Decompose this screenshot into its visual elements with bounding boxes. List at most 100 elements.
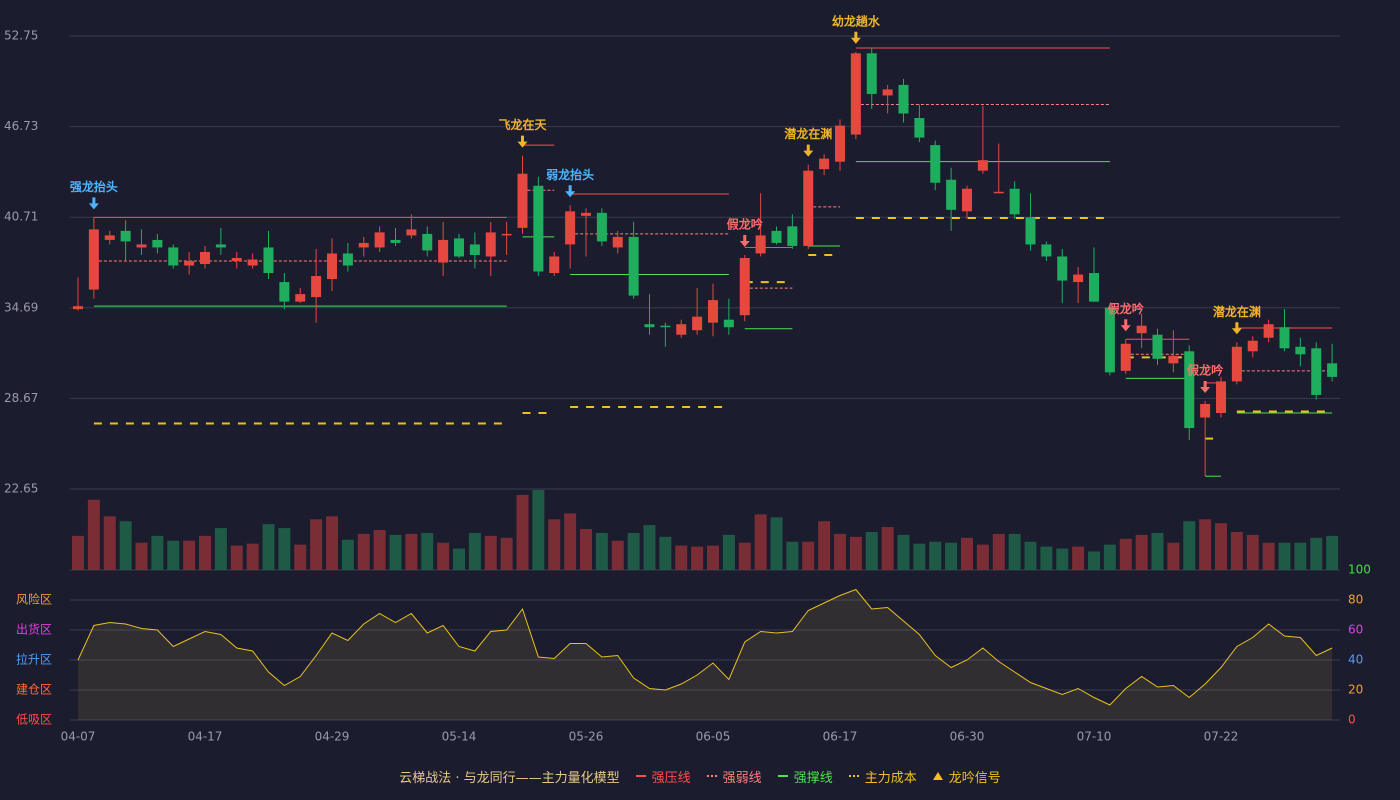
signal-label: 飞龙在天 xyxy=(498,117,547,132)
volume-bar xyxy=(1151,532,1164,570)
legend-icon xyxy=(777,775,788,777)
candle-body xyxy=(1327,363,1338,377)
candle-body xyxy=(866,53,877,94)
volume-bar xyxy=(834,533,846,570)
x-tick-label: 04-29 xyxy=(315,730,350,744)
candle-body xyxy=(1120,343,1131,371)
volume-bar xyxy=(341,539,354,570)
volume-bar xyxy=(119,521,132,570)
candle-body xyxy=(454,238,464,257)
candle-body xyxy=(1247,340,1258,352)
candle-body xyxy=(1263,324,1274,338)
volume-bar xyxy=(738,542,751,570)
candle-body xyxy=(644,324,655,328)
candle-body xyxy=(946,179,957,210)
y-tick-label: 28.67 xyxy=(4,391,38,405)
candle-body xyxy=(485,232,496,257)
candle-body xyxy=(1184,351,1195,429)
signal-arrow xyxy=(88,197,99,210)
x-tick-label: 04-07 xyxy=(61,730,96,744)
candle-body xyxy=(263,247,274,274)
volume-bar xyxy=(230,545,243,570)
candle-body xyxy=(1200,403,1211,418)
volume-bar xyxy=(1199,519,1212,570)
candle-body xyxy=(771,230,782,243)
x-tick-label: 07-22 xyxy=(1204,730,1239,744)
candle-body xyxy=(517,173,528,228)
legend-item: 强撑线 xyxy=(776,767,833,786)
volume-bar xyxy=(659,536,672,570)
candle-body xyxy=(1073,274,1084,283)
signal-label: 潜龙在渊 xyxy=(784,126,832,141)
candle-body xyxy=(422,233,433,251)
candle-body xyxy=(88,229,99,290)
volume-bar xyxy=(865,531,878,570)
candle-body xyxy=(1104,307,1115,373)
signal-arrow xyxy=(1120,319,1131,332)
candle-body xyxy=(819,158,830,170)
zone-label: 拉升区 xyxy=(16,652,52,667)
volume-bar xyxy=(1088,551,1100,570)
volume-bar xyxy=(1072,546,1085,570)
candle-body xyxy=(295,294,306,302)
candle-body xyxy=(438,239,449,263)
zone-label: 风险区 xyxy=(16,592,52,607)
chart: 22.65 28.67 34.69 40.71 46.73 52.75 0 20 40 60 80 1… xyxy=(4,13,1371,744)
volume-bar xyxy=(564,513,577,570)
y2-tick-label: 20 xyxy=(1348,683,1363,697)
signal-arrow xyxy=(1200,380,1211,393)
y2-tick-label: 100 xyxy=(1348,563,1371,577)
candle-body xyxy=(882,89,893,96)
indicator-area xyxy=(78,589,1333,720)
volume-bar xyxy=(405,533,418,570)
candle-body xyxy=(1152,334,1163,359)
volume-bar xyxy=(1246,534,1259,570)
volume-bar xyxy=(1294,542,1307,570)
candle-body xyxy=(184,260,195,266)
candle-body xyxy=(1295,346,1306,355)
candle-body xyxy=(1041,244,1052,257)
volume-bar xyxy=(484,535,497,570)
candle-body xyxy=(120,230,131,242)
volume-bar xyxy=(437,542,450,570)
volume-bar xyxy=(1008,533,1021,570)
legend-icon xyxy=(635,775,646,777)
signal-label: 假龙吟 xyxy=(727,216,763,231)
volume-bar xyxy=(278,528,291,570)
volume-bar xyxy=(357,533,370,570)
volume-bar xyxy=(1262,542,1275,570)
candle-body xyxy=(533,185,544,272)
legend-label: 主力成本 xyxy=(864,770,917,786)
volume-bar xyxy=(627,532,640,570)
volume-bar xyxy=(516,494,529,570)
candle-body xyxy=(1279,327,1290,349)
candle-body xyxy=(1168,355,1179,364)
volume-bar xyxy=(1167,542,1180,570)
legend-item: 强弱线 xyxy=(705,767,762,786)
y-tick-label: 22.65 xyxy=(4,482,38,496)
candle-body xyxy=(692,316,703,331)
volume-bar xyxy=(326,516,338,570)
candle-body xyxy=(1231,346,1242,382)
candle-body xyxy=(581,212,591,216)
candle-body xyxy=(200,251,210,265)
y-tick-label: 46.73 xyxy=(4,119,38,133)
volume-bar xyxy=(786,541,799,570)
candle-body xyxy=(136,244,147,248)
y2-tick-label: 80 xyxy=(1348,593,1363,607)
legend-icon xyxy=(706,775,717,777)
legend-icon xyxy=(932,772,943,780)
volume-bar xyxy=(262,524,275,570)
volume-bar xyxy=(770,517,783,570)
x-tick-label: 04-17 xyxy=(188,730,223,744)
volume-bar xyxy=(500,537,513,570)
signal-label: 假龙吟 xyxy=(1187,362,1223,377)
candle-body xyxy=(565,211,576,245)
legend-label: 强撑线 xyxy=(793,770,833,786)
volume-bar xyxy=(532,490,545,570)
volume-bar xyxy=(453,548,465,570)
candle-body xyxy=(835,125,845,162)
volume-bar xyxy=(548,519,561,570)
volume-bar xyxy=(754,514,767,570)
